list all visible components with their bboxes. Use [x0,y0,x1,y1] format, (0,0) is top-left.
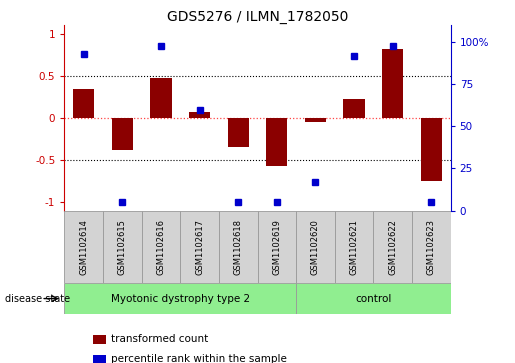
Bar [73,89,94,118]
Text: GSM1102616: GSM1102616 [157,219,165,275]
Bar [219,211,258,283]
Text: GSM1102622: GSM1102622 [388,219,397,275]
Text: GSM1102620: GSM1102620 [311,219,320,275]
Text: percentile rank within the sample: percentile rank within the sample [111,354,287,363]
Text: GSM1102623: GSM1102623 [427,219,436,275]
Bar [258,211,296,283]
Text: Myotonic dystrophy type 2: Myotonic dystrophy type 2 [111,294,250,303]
Text: transformed count: transformed count [111,334,208,344]
Bar [421,118,442,181]
Bar [64,283,296,314]
Bar [344,99,365,118]
Bar [180,211,219,283]
Bar [103,211,142,283]
Text: GSM1102618: GSM1102618 [234,219,243,275]
Bar [142,211,180,283]
Bar [296,283,451,314]
Text: GSM1102617: GSM1102617 [195,219,204,275]
Text: control: control [355,294,391,303]
Text: disease state: disease state [5,294,70,303]
Text: GSM1102619: GSM1102619 [272,219,281,275]
Bar [335,211,373,283]
Text: GSM1102614: GSM1102614 [79,219,88,275]
Bar [412,211,451,283]
Bar [305,118,326,122]
Bar [112,118,133,150]
Text: GSM1102615: GSM1102615 [118,219,127,275]
Bar [64,211,103,283]
Bar [373,211,412,283]
Title: GDS5276 / ILMN_1782050: GDS5276 / ILMN_1782050 [167,11,348,24]
Bar [228,118,249,147]
Bar [150,78,171,118]
Text: GSM1102621: GSM1102621 [350,219,358,275]
Bar [296,211,335,283]
Bar [189,112,210,118]
Bar [382,49,403,118]
Bar [266,118,287,166]
